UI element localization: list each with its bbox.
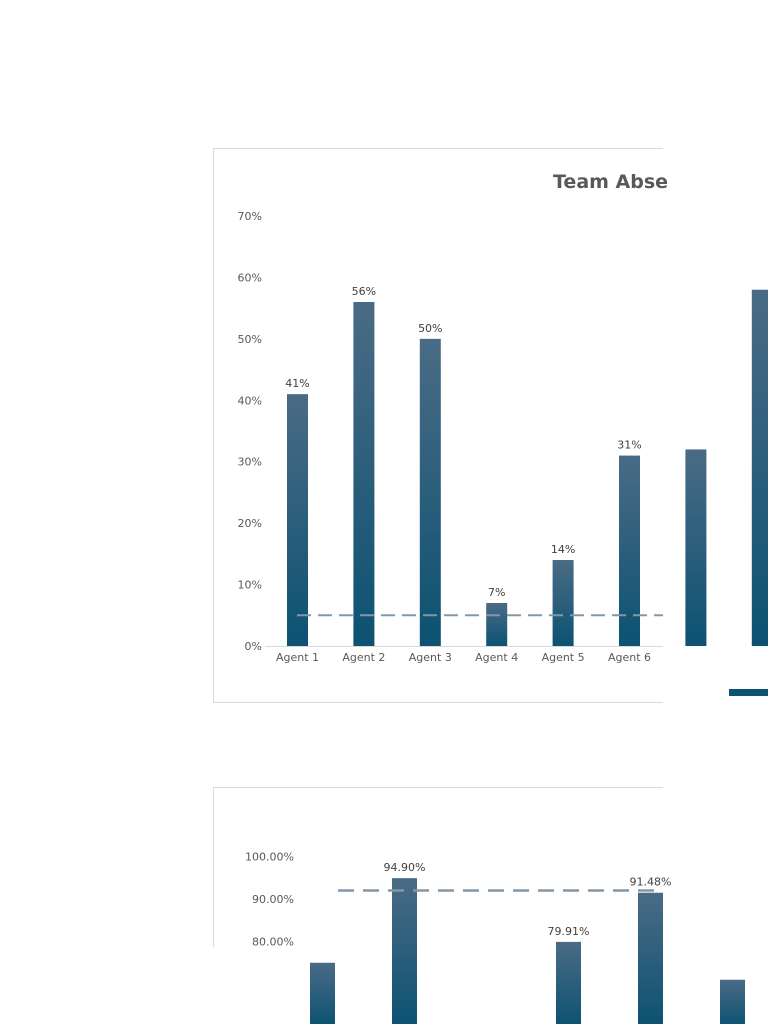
bar [552,560,574,646]
y-tick-label: 0% [245,640,262,653]
data-label: 79.91% [548,925,590,938]
y-tick-label: 70% [238,210,262,223]
y-tick-label: 30% [238,456,262,469]
bar [486,603,508,646]
chart-title: Team Abse [553,171,668,193]
bar [419,338,441,646]
y-tick-label: 80.00% [252,936,294,949]
y-tick-label: 100.00% [245,851,294,864]
bar [638,892,663,1024]
y-tick-label: 20% [238,517,262,530]
bar [685,449,707,646]
bar [287,394,308,646]
legend-swatch [729,689,768,696]
data-label: 91.48% [630,876,672,889]
second-chart-panel [213,787,663,947]
x-tick-label: Agent 4 [475,651,518,664]
x-tick-label: Agent 5 [542,651,585,664]
x-tick-label: Agent 2 [342,651,385,664]
data-label: 41% [285,377,309,390]
y-tick-label: 50% [238,333,262,346]
data-label: 50% [418,322,442,335]
data-label: 31% [617,439,641,452]
absence-chart: Team Abse 0% 10% 20% 30% 40% 50% 60% 70% Agent 1… [238,171,768,696]
x-tick-label: Agent 3 [409,651,452,664]
x-tick-label: Agent 6 [608,651,651,664]
bar [353,302,375,646]
bar [392,878,417,1024]
data-label: 7% [488,586,505,599]
data-label: 94.90% [384,861,426,874]
y-tick-label: 90.00% [252,893,294,906]
bar [619,455,640,646]
bar [556,941,581,1024]
y-tick-label: 60% [238,271,262,284]
bar [751,289,768,646]
y-tick-label: 10% [238,579,262,592]
bar [720,979,745,1024]
bar [310,962,335,1024]
x-tick-label: Agent 1 [276,651,319,664]
data-label: 14% [551,543,575,556]
y-tick-label: 40% [238,394,262,407]
data-label: 56% [352,285,376,298]
